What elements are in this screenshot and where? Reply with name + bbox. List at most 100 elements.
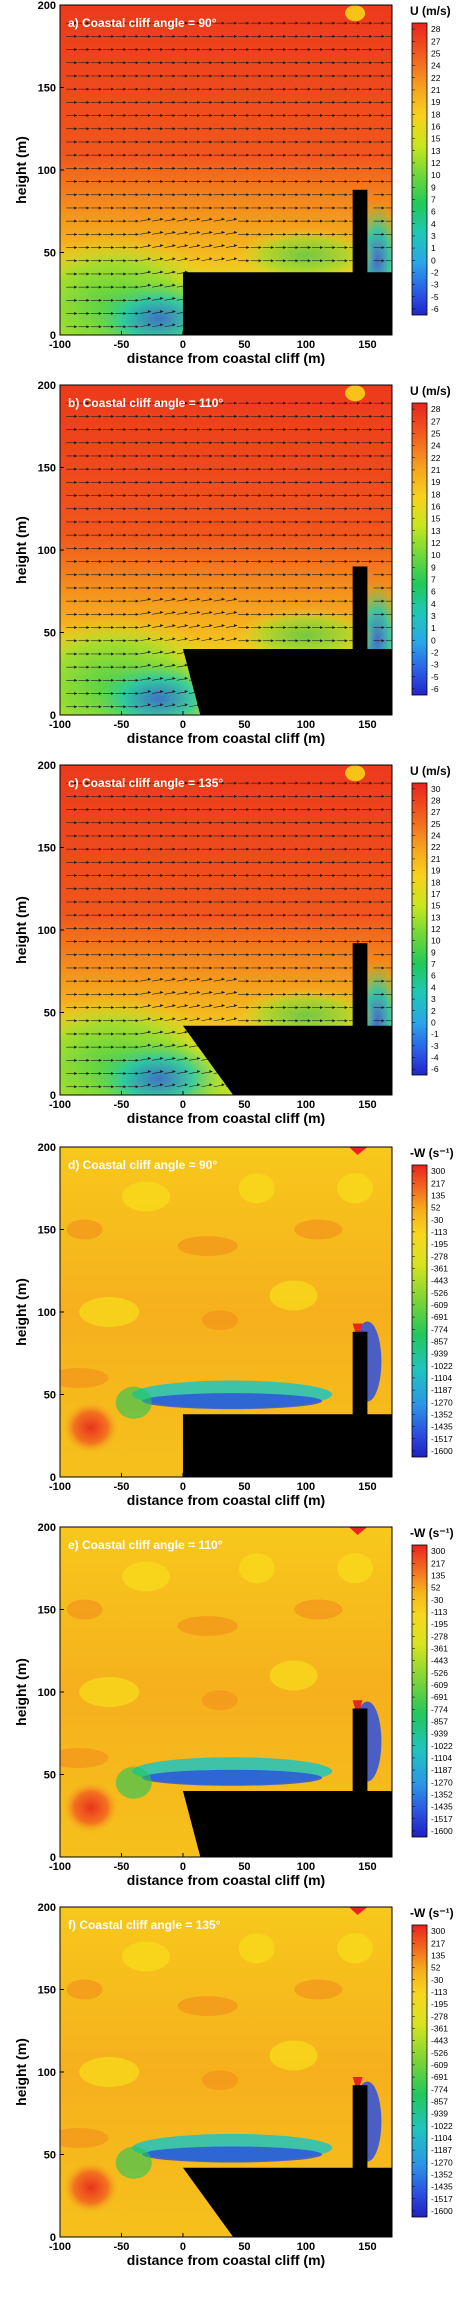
w-patch bbox=[79, 1297, 140, 1327]
velocity-arrowhead bbox=[258, 1006, 262, 1010]
velocity-arrowhead bbox=[246, 414, 250, 418]
colorbar-label: -1270 bbox=[431, 1777, 453, 1787]
velocity-arrowhead bbox=[147, 127, 151, 131]
velocity-arrowhead bbox=[184, 1017, 188, 1021]
velocity-arrowhead bbox=[135, 206, 139, 210]
velocity-arrowhead bbox=[135, 1072, 139, 1076]
velocity-arrowhead bbox=[307, 441, 311, 445]
velocity-arrowhead bbox=[332, 193, 336, 197]
velocity-arrowhead bbox=[332, 808, 336, 812]
velocity-arrowhead bbox=[209, 217, 213, 221]
velocity-arrowhead bbox=[147, 1004, 151, 1008]
velocity-arrowhead bbox=[258, 546, 262, 550]
velocity-arrowhead bbox=[221, 926, 225, 930]
panel-e: e) Coastal cliff angle = 110°-100 -50 0 50 1… bbox=[13, 1522, 454, 1888]
velocity-arrowhead bbox=[160, 703, 164, 707]
velocity-arrowhead bbox=[283, 794, 287, 798]
velocity-arrowhead bbox=[172, 597, 176, 601]
colorbar-label: 52 bbox=[431, 1583, 441, 1593]
velocity-arrowhead bbox=[135, 428, 139, 432]
velocity-arrowhead bbox=[307, 808, 311, 812]
velocity-arrowhead bbox=[147, 650, 151, 654]
velocity-arrowhead bbox=[295, 639, 299, 643]
x-tick-label: 150 bbox=[358, 2241, 376, 2253]
velocity-arrowhead bbox=[147, 480, 151, 484]
velocity-arrowhead bbox=[98, 900, 102, 904]
velocity-arrowhead bbox=[258, 494, 262, 498]
velocity-arrowhead bbox=[234, 153, 237, 157]
velocity-arrowhead bbox=[86, 494, 90, 498]
velocity-arrowhead bbox=[270, 441, 274, 445]
velocity-arrowhead bbox=[172, 794, 176, 798]
velocity-arrowhead bbox=[86, 206, 90, 210]
velocity-arrowhead bbox=[234, 217, 237, 221]
velocity-arrowhead bbox=[98, 821, 102, 825]
velocity-arrowhead bbox=[184, 533, 188, 537]
velocity-arrowhead bbox=[123, 692, 127, 696]
velocity-arrowhead bbox=[258, 180, 262, 184]
colorbar-label: -1104 bbox=[431, 1373, 452, 1383]
velocity-arrowhead bbox=[307, 953, 311, 957]
velocity-arrowhead bbox=[184, 507, 188, 511]
velocity-arrowhead bbox=[381, 140, 385, 144]
velocity-arrowhead bbox=[184, 913, 188, 917]
velocity-arrowhead bbox=[123, 21, 127, 25]
velocity-arrowhead bbox=[111, 34, 115, 38]
velocity-arrowhead bbox=[98, 781, 102, 785]
velocity-arrowhead bbox=[172, 624, 176, 628]
colorbar-label: -30 bbox=[431, 1975, 444, 1985]
colorbar-label: 6 bbox=[431, 587, 436, 597]
colorbar-label: 300 bbox=[431, 1926, 445, 1936]
velocity-arrowhead bbox=[307, 206, 311, 210]
velocity-arrowhead bbox=[270, 1006, 274, 1010]
velocity-arrowhead bbox=[98, 153, 102, 157]
x-axis-label: distance from coastal cliff (m) bbox=[127, 350, 325, 366]
velocity-arrowhead bbox=[283, 127, 287, 131]
velocity-arrowhead bbox=[258, 821, 262, 825]
velocity-arrowhead bbox=[209, 808, 213, 812]
velocity-arrowhead bbox=[221, 230, 225, 234]
colorbar-label: -1352 bbox=[431, 2169, 453, 2179]
velocity-arrowhead bbox=[172, 153, 176, 157]
velocity-arrowhead bbox=[98, 639, 102, 643]
velocity-arrowhead bbox=[234, 100, 237, 104]
velocity-arrowhead bbox=[283, 586, 287, 590]
velocity-arrowhead bbox=[295, 992, 299, 996]
roof-shear-core bbox=[142, 1393, 323, 1410]
velocity-arrowhead bbox=[270, 794, 274, 798]
velocity-arrowhead bbox=[135, 979, 139, 983]
velocity-arrowhead bbox=[234, 454, 237, 458]
velocity-arrowhead bbox=[283, 206, 287, 210]
velocity-arrowhead bbox=[74, 1019, 78, 1023]
velocity-arrowhead bbox=[283, 966, 287, 970]
y-axis-label: height (m) bbox=[13, 896, 29, 964]
velocity-arrowhead bbox=[258, 794, 262, 798]
velocity-arrowhead bbox=[98, 705, 102, 709]
velocity-arrowhead bbox=[147, 834, 151, 838]
velocity-arrowhead bbox=[98, 953, 102, 957]
w-patch bbox=[269, 2040, 318, 2071]
velocity-arrowhead bbox=[320, 467, 324, 471]
velocity-arrowhead bbox=[234, 428, 237, 432]
velocity-arrowhead bbox=[320, 913, 324, 917]
velocity-arrowhead bbox=[74, 414, 78, 418]
velocity-arrowhead bbox=[221, 180, 225, 184]
velocity-arrowhead bbox=[283, 900, 287, 904]
velocity-arrowhead bbox=[270, 34, 274, 38]
velocity-arrowhead bbox=[197, 48, 201, 52]
w-patch bbox=[79, 1677, 140, 1707]
velocity-arrowhead bbox=[295, 847, 299, 851]
velocity-arrowhead bbox=[246, 494, 250, 498]
velocity-arrowhead bbox=[172, 217, 176, 221]
velocity-arrowhead bbox=[246, 507, 250, 511]
colorbar-label: 7 bbox=[431, 194, 436, 204]
velocity-arrowhead bbox=[283, 560, 287, 564]
velocity-arrowhead bbox=[221, 966, 225, 970]
colorbar-label: 4 bbox=[431, 599, 436, 609]
velocity-arrowhead bbox=[147, 913, 151, 917]
velocity-arrowhead bbox=[381, 781, 385, 785]
velocity-arrowhead bbox=[320, 480, 324, 484]
velocity-arrowhead bbox=[270, 953, 274, 957]
velocity-arrowhead bbox=[332, 887, 336, 891]
velocity-arrowhead bbox=[320, 900, 324, 904]
